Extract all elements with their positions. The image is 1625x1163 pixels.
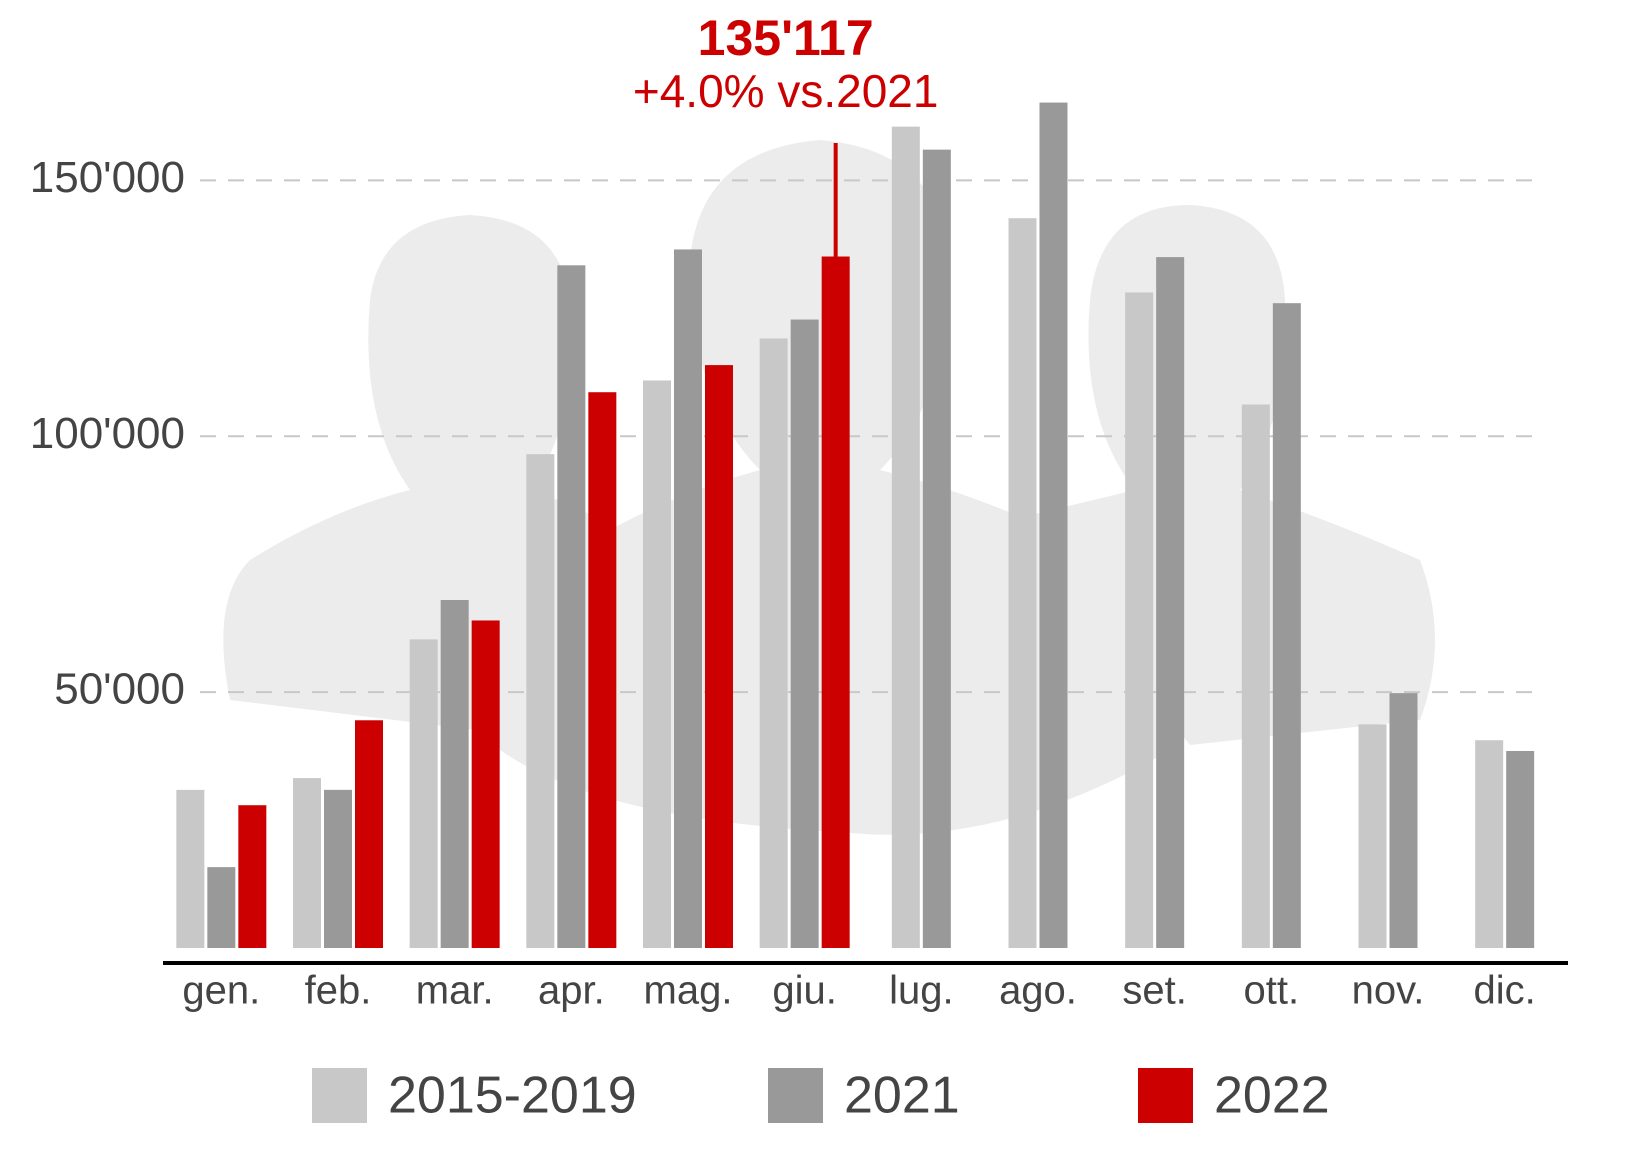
- x-tick-label: ago.: [999, 969, 1077, 1013]
- y-tick-label: 100'000: [30, 409, 185, 458]
- legend-label: 2022: [1214, 1067, 1330, 1125]
- bar: [176, 790, 204, 948]
- annotation: +4.0% vs.2021: [633, 65, 939, 117]
- bar: [324, 790, 352, 948]
- bar: [760, 338, 788, 948]
- bar: [1040, 103, 1068, 948]
- x-tick-label: feb.: [305, 969, 372, 1013]
- bar: [923, 150, 951, 948]
- bar: [557, 265, 585, 948]
- bar: [674, 249, 702, 948]
- x-tick-label: giu.: [772, 969, 837, 1013]
- bar: [1273, 303, 1301, 948]
- legend-label: 2015-2019: [388, 1067, 637, 1125]
- bar: [1390, 693, 1418, 948]
- bar: [822, 257, 850, 948]
- legend-swatch: [312, 1068, 367, 1123]
- bar: [791, 320, 819, 948]
- bar: [705, 365, 733, 948]
- x-tick-label: nov.: [1352, 969, 1425, 1013]
- y-tick-label: 150'000: [30, 153, 185, 202]
- bar: [1506, 751, 1534, 948]
- bar: [588, 392, 616, 948]
- x-tick-label: mar.: [416, 969, 494, 1013]
- bar: [355, 720, 383, 948]
- bar: [441, 600, 469, 948]
- legend-label: 2021: [844, 1067, 960, 1125]
- bar: [1125, 292, 1153, 948]
- bar: [526, 454, 554, 948]
- bar: [1242, 405, 1270, 948]
- chart: 50'000 100'000 150'000 gen. feb. mar. apr. mag.…: [0, 0, 1625, 1163]
- x-tick-label: set.: [1122, 969, 1186, 1013]
- bar: [293, 778, 321, 948]
- y-tick-label: 50'000: [54, 665, 185, 714]
- x-tick-label: lug.: [889, 969, 954, 1013]
- x-tick-label: ott.: [1244, 969, 1300, 1013]
- page: {"chart_data": {"type": "bar", "categori…: [0, 0, 1625, 1163]
- bar: [238, 805, 266, 948]
- bar: [892, 127, 920, 948]
- bar: [1359, 724, 1387, 948]
- bar: [1475, 740, 1503, 948]
- bar: [472, 620, 500, 948]
- x-tick-label: mag.: [644, 969, 733, 1013]
- bar: [207, 867, 235, 948]
- x-tick-label: apr.: [538, 969, 605, 1013]
- legend-swatch: [1138, 1068, 1193, 1123]
- x-tick-label: gen.: [182, 969, 260, 1013]
- bar: [643, 380, 671, 948]
- bar: [1156, 257, 1184, 948]
- bar: [410, 639, 438, 948]
- x-tick-label: dic.: [1474, 969, 1536, 1013]
- legend-swatch: [768, 1068, 823, 1123]
- value-label: 135'117: [698, 10, 874, 66]
- bar: [1009, 218, 1037, 948]
